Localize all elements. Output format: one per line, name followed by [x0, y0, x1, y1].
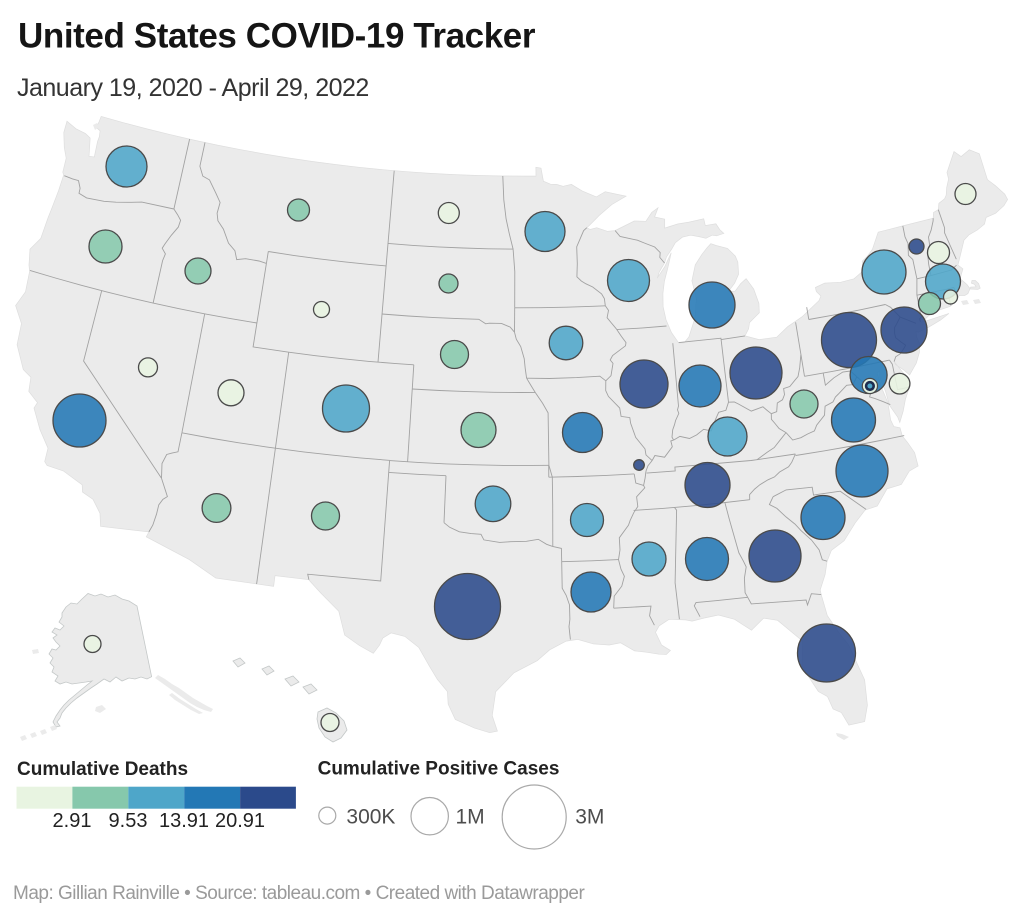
svg-text:Cumulative Positive Cases: Cumulative Positive Cases [318, 759, 560, 780]
svg-text:Cumulative Deaths: Cumulative Deaths [17, 759, 188, 780]
svg-text:13.91: 13.91 [159, 810, 209, 832]
svg-text:2.91: 2.91 [53, 810, 92, 832]
svg-text:300K: 300K [346, 806, 395, 829]
svg-text:1M: 1M [456, 806, 485, 829]
svg-text:3M: 3M [575, 806, 604, 829]
svg-text:United States COVID-19 Tracker: United States COVID-19 Tracker [18, 17, 536, 56]
svg-text:20.91: 20.91 [215, 810, 265, 832]
svg-text:January 19, 2020 - April 29, 2: January 19, 2020 - April 29, 2022 [17, 74, 369, 102]
svg-text:Map: Gillian Rainville • Sourc: Map: Gillian Rainville • Source: tableau… [13, 883, 585, 904]
svg-text:9.53: 9.53 [109, 810, 148, 832]
